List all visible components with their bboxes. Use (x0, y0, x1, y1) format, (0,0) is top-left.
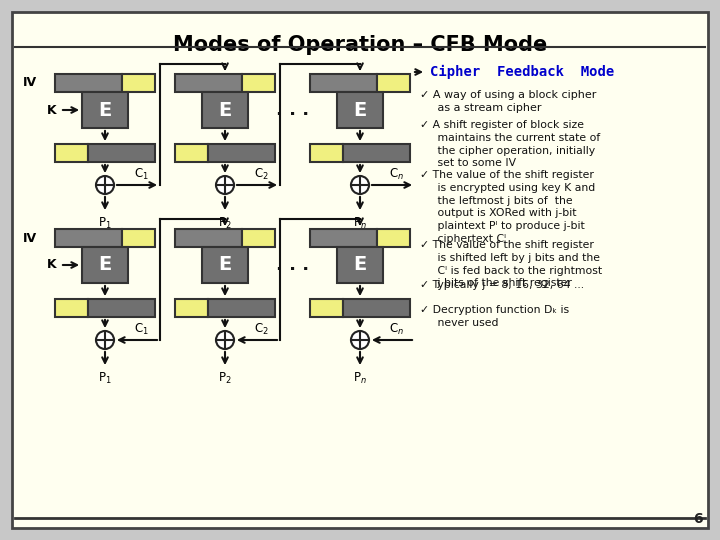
Text: C$_2$: C$_2$ (254, 167, 269, 182)
Text: C$_n$: C$_n$ (389, 322, 404, 337)
Bar (122, 229, 155, 247)
FancyBboxPatch shape (12, 12, 708, 528)
Text: C$_n$: C$_n$ (389, 167, 404, 182)
Bar (82, 92, 128, 128)
Text: Cipher  Feedback  Mode: Cipher Feedback Mode (430, 65, 614, 79)
Text: K: K (48, 259, 57, 272)
Circle shape (216, 331, 234, 349)
Text: Modes of Operation – CFB Mode: Modes of Operation – CFB Mode (173, 35, 547, 55)
Bar (208, 299, 275, 317)
Bar (202, 92, 248, 128)
Bar (55, 144, 88, 162)
Bar (88, 144, 155, 162)
Bar (55, 299, 88, 317)
Bar (242, 74, 275, 92)
Bar (175, 144, 208, 162)
Bar (175, 299, 208, 317)
Bar (82, 247, 128, 283)
Text: C$_1$: C$_1$ (134, 322, 149, 337)
Text: K: K (48, 104, 57, 117)
Bar (310, 299, 343, 317)
Bar (122, 74, 155, 92)
Bar (202, 247, 248, 283)
Text: P$_2$: P$_2$ (218, 216, 232, 231)
Text: P$_1$: P$_1$ (98, 371, 112, 386)
Bar (377, 229, 410, 247)
Text: E: E (99, 255, 112, 274)
Bar (377, 74, 410, 92)
Text: . . .: . . . (276, 101, 309, 119)
Bar (310, 144, 343, 162)
Circle shape (351, 176, 369, 194)
Text: 6: 6 (693, 512, 703, 526)
Bar (55, 229, 122, 247)
Bar (175, 229, 242, 247)
Text: P$_2$: P$_2$ (218, 371, 232, 386)
Text: ✓ The value of the shift register
     is shifted left by j bits and the
     Cᴵ: ✓ The value of the shift register is shi… (420, 240, 602, 288)
Bar (55, 74, 122, 92)
Text: P$_n$: P$_n$ (353, 371, 367, 386)
Bar (337, 92, 383, 128)
Text: E: E (218, 100, 232, 119)
Text: E: E (99, 100, 112, 119)
Circle shape (351, 331, 369, 349)
Text: IV: IV (23, 77, 37, 90)
Text: E: E (354, 100, 366, 119)
Bar (175, 74, 242, 92)
Bar (343, 299, 410, 317)
Bar (337, 247, 383, 283)
Bar (310, 74, 377, 92)
Text: P$_1$: P$_1$ (98, 216, 112, 231)
Bar (88, 299, 155, 317)
Circle shape (216, 176, 234, 194)
Bar (310, 229, 377, 247)
Text: P$_n$: P$_n$ (353, 216, 367, 231)
Bar (242, 229, 275, 247)
Bar (208, 144, 275, 162)
Text: E: E (218, 255, 232, 274)
Text: . . .: . . . (276, 256, 309, 274)
Bar (343, 144, 410, 162)
Text: ✓ The value of the shift register
     is encrypted using key K and
     the lef: ✓ The value of the shift register is enc… (420, 170, 595, 244)
Text: ✓ A way of using a block cipher
     as a stream cipher: ✓ A way of using a block cipher as a str… (420, 90, 596, 113)
Circle shape (96, 331, 114, 349)
Text: ✓ A shift register of block size
     maintains the current state of
     the ci: ✓ A shift register of block size maintai… (420, 120, 600, 168)
Text: ✓ Decryption function Dₖ is
     never used: ✓ Decryption function Dₖ is never used (420, 305, 569, 328)
Text: E: E (354, 255, 366, 274)
Text: IV: IV (23, 232, 37, 245)
Text: C$_1$: C$_1$ (134, 167, 149, 182)
Text: C$_2$: C$_2$ (254, 322, 269, 337)
Circle shape (96, 176, 114, 194)
Text: ✓ Typically j = 8, 16, 32, 64 ...: ✓ Typically j = 8, 16, 32, 64 ... (420, 280, 584, 290)
